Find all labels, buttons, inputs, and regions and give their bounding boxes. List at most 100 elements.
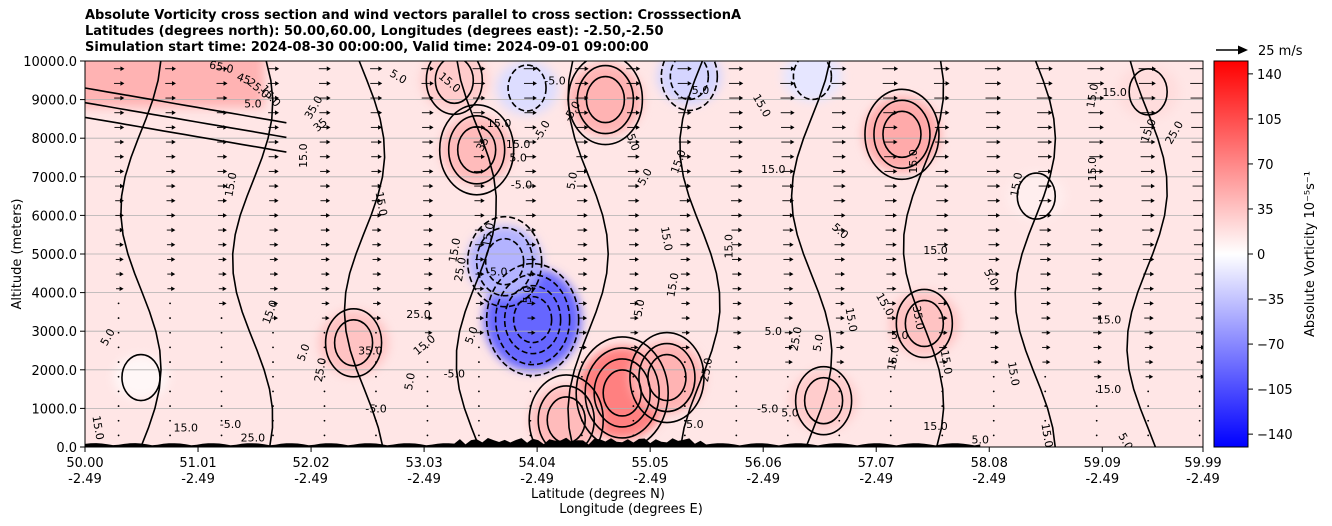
wind-vector-head xyxy=(171,271,176,277)
wind-vector-dot xyxy=(426,405,429,407)
wind-vector-head xyxy=(171,169,176,174)
contour-line xyxy=(447,114,506,185)
wind-vector xyxy=(882,66,899,72)
wind-vector xyxy=(627,125,640,130)
wind-vector xyxy=(1143,286,1154,292)
wind-vector xyxy=(989,286,1000,292)
wind-vector-head xyxy=(172,66,177,72)
wind-vector xyxy=(729,110,744,116)
wind-vector-dot xyxy=(117,390,120,393)
wind-vector-head xyxy=(738,125,743,130)
wind-vector-head xyxy=(584,169,589,174)
wind-vector-head xyxy=(687,139,692,145)
wind-vector xyxy=(936,183,949,189)
wind-vector xyxy=(165,125,176,130)
wind-vector xyxy=(731,213,743,218)
wind-vector xyxy=(422,183,434,189)
wind-vector xyxy=(941,405,944,407)
wind-vector-head xyxy=(1201,271,1203,277)
wind-vector-head xyxy=(274,315,279,321)
wind-vector xyxy=(579,330,587,336)
wind-vector xyxy=(478,405,480,407)
wind-vector xyxy=(220,419,223,422)
wind-vector xyxy=(165,95,176,101)
wind-vector xyxy=(629,286,639,292)
wind-vector xyxy=(424,315,433,321)
wind-vector-head xyxy=(429,125,434,130)
x-axis-label-longitude: Longitude (degrees E) xyxy=(559,502,703,517)
contour-line xyxy=(902,61,945,447)
wind-vector-dot xyxy=(375,390,377,393)
wind-vector-head xyxy=(480,286,485,292)
wind-vector-head xyxy=(1203,110,1207,115)
wind-vector-head xyxy=(582,345,587,350)
wind-vector xyxy=(1039,242,1052,248)
wind-vector xyxy=(472,95,486,101)
wind-vector-head xyxy=(222,271,227,277)
wind-vector xyxy=(169,405,171,407)
wind-vector xyxy=(885,242,897,248)
wind-vector xyxy=(732,257,743,262)
wind-vector xyxy=(680,271,691,277)
wind-vector-head xyxy=(378,110,383,116)
contour-label: -5.0 xyxy=(757,402,778,415)
wind-vector-head xyxy=(120,110,125,116)
wind-vector-dot xyxy=(529,405,532,407)
wind-vector xyxy=(373,301,382,306)
wind-vector xyxy=(216,66,228,72)
wind-vector xyxy=(115,213,124,218)
wind-vector xyxy=(323,346,326,349)
wind-vector-head xyxy=(223,198,228,204)
wind-vector xyxy=(320,183,331,189)
wind-vector xyxy=(1147,434,1150,437)
wind-vector xyxy=(683,419,686,422)
wind-vector xyxy=(268,139,279,145)
contour-label: 15.0 xyxy=(923,244,948,257)
wind-vector-head xyxy=(119,286,124,292)
wind-vector xyxy=(1037,110,1053,116)
wind-vector-head xyxy=(119,227,124,233)
wind-vector xyxy=(677,95,692,101)
wind-vector xyxy=(883,110,898,116)
chart-title-line-1: Absolute Vorticity cross section and win… xyxy=(85,8,742,23)
contour-line xyxy=(904,299,945,348)
wind-vector xyxy=(320,227,330,233)
field-blob xyxy=(420,61,488,111)
wind-vector-head xyxy=(636,66,641,72)
contour-line xyxy=(85,116,287,153)
wind-vector xyxy=(786,390,789,393)
field-blob xyxy=(530,385,603,447)
wind-vector-dot xyxy=(1198,405,1201,407)
wind-vector-head xyxy=(481,95,486,101)
wind-vector xyxy=(1144,330,1154,336)
wind-vector xyxy=(115,257,124,262)
wind-vector xyxy=(578,315,588,321)
wind-vector-head xyxy=(636,81,641,86)
wind-vector xyxy=(728,66,744,72)
contour-label: 15.0 xyxy=(480,222,497,248)
wind-vector xyxy=(422,169,434,174)
wind-vector xyxy=(783,271,794,277)
wind-vector xyxy=(529,346,532,349)
wind-vector-head xyxy=(481,81,486,86)
wind-vector-head xyxy=(326,183,331,189)
wind-vector xyxy=(319,125,331,130)
wind-vector-head xyxy=(325,257,330,262)
wind-vector xyxy=(782,198,794,204)
wind-vector-dot xyxy=(683,375,686,378)
wind-vector-head xyxy=(636,95,641,101)
wind-vector-head xyxy=(326,198,331,204)
wind-vector-head xyxy=(532,110,537,116)
wind-vector-head xyxy=(378,125,383,130)
wind-vector-head xyxy=(120,154,125,160)
wind-vector-head xyxy=(171,227,176,233)
wind-vector-head xyxy=(120,81,125,86)
wind-vector xyxy=(1089,169,1104,174)
wind-vector-dot xyxy=(375,405,377,407)
wind-vector-head xyxy=(429,227,434,233)
wind-vector xyxy=(730,139,743,145)
wind-vector xyxy=(575,66,589,72)
wind-vector xyxy=(527,315,536,321)
quiver-key: 25 m/s xyxy=(1216,44,1303,59)
wind-vector-head xyxy=(1099,213,1104,218)
